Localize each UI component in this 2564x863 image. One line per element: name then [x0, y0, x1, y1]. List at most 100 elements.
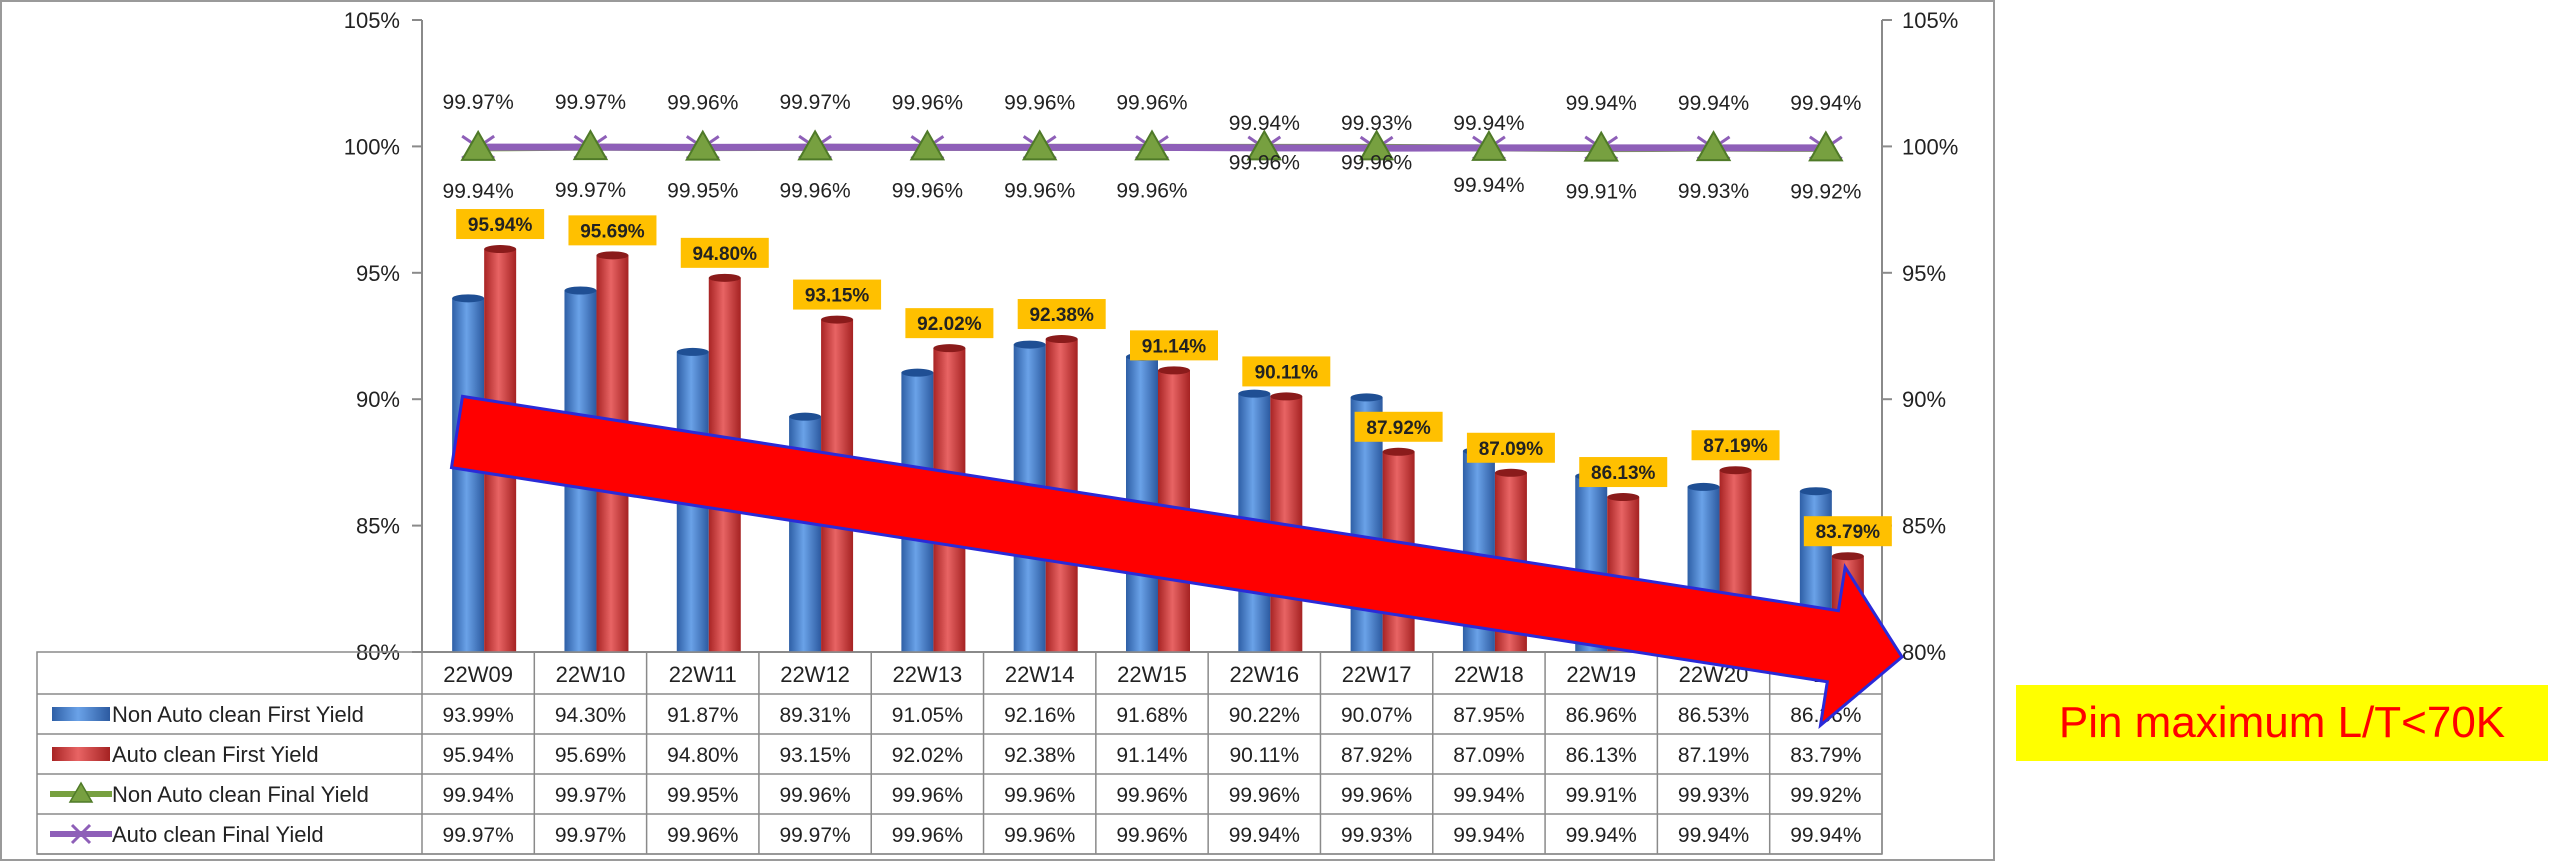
bar-auto-first-cap: [596, 251, 629, 260]
x-tick-label: 22W16: [1229, 662, 1299, 687]
marker-non-auto-final: [1471, 129, 1507, 161]
table-cell: 99.97%: [443, 824, 514, 847]
data-label-auto-final: 99.97%: [443, 91, 514, 114]
bar-auto-first-cap: [1719, 466, 1752, 475]
data-label-auto-first: 95.94%: [468, 215, 533, 236]
data-label-non-auto-final: 99.92%: [1790, 180, 1861, 203]
table-cell: 93.99%: [443, 704, 514, 727]
data-label-bg: [1691, 430, 1780, 461]
table-cell: 99.96%: [779, 784, 850, 807]
x-tick-label: 22W10: [556, 662, 626, 687]
bar-auto-first-cap: [484, 245, 517, 254]
table-cell: 99.96%: [667, 824, 738, 847]
bar-non-auto-first: [452, 298, 485, 652]
legend-entry: Non Auto clean First Yield: [112, 702, 364, 727]
data-label-non-auto-final: 99.96%: [1116, 179, 1187, 202]
table-cell: 99.95%: [667, 784, 738, 807]
data-label-non-auto-final: 99.97%: [555, 179, 626, 202]
x-tick-label: 22W19: [1566, 662, 1636, 687]
table-cell: 86.13%: [1566, 744, 1637, 767]
data-label-non-auto-final: 99.94%: [443, 180, 514, 203]
y-tick-label-right: 85%: [1902, 514, 1946, 539]
bar-non-auto-first-cap: [789, 412, 822, 421]
legend-key-marker: [68, 781, 94, 803]
legend-key-bar: [52, 707, 110, 721]
table-cell: 92.02%: [892, 744, 963, 767]
data-label-bg: [1466, 432, 1555, 463]
bar-non-auto-first-cap: [452, 294, 485, 303]
data-label-auto-first: 93.15%: [805, 286, 870, 307]
table-cell: 99.91%: [1566, 784, 1637, 807]
table-cell: 89.31%: [779, 704, 850, 727]
data-label-auto-final: 99.94%: [1678, 92, 1749, 115]
table-cell: 99.92%: [1790, 784, 1861, 807]
data-label-non-auto-final: 99.91%: [1566, 181, 1637, 204]
table-cell: 91.68%: [1116, 704, 1187, 727]
table-cell: 99.97%: [779, 824, 850, 847]
table-cell: 99.94%: [1453, 784, 1524, 807]
x-tick-label: 22W09: [443, 662, 513, 687]
table-cell: 90.07%: [1341, 704, 1412, 727]
data-label-non-auto-final: 99.96%: [892, 179, 963, 202]
bar-non-auto-first-cap: [564, 286, 597, 295]
data-label-bg: [1354, 411, 1443, 442]
data-label-auto-final: 99.94%: [1453, 112, 1524, 135]
chart-frame: 80% 80% 85% 85% 90% 90% 95% 95% 100% 100% 105% 105%…: [0, 0, 1995, 861]
table-cell: 99.96%: [1116, 824, 1187, 847]
y-tick-label-left: 95%: [356, 261, 400, 286]
bar-auto-first-cap: [1607, 493, 1640, 502]
table-cell: 99.96%: [1341, 784, 1412, 807]
table-cell: 95.69%: [555, 744, 626, 767]
bar-non-auto-first-cap: [1013, 340, 1046, 349]
x-tick-label: 22W15: [1117, 662, 1187, 687]
x-tick-label: 22W14: [1005, 662, 1075, 687]
table-cell: 90.11%: [1229, 744, 1299, 767]
table-cell: 99.96%: [1004, 784, 1075, 807]
table-cell: 99.96%: [892, 824, 963, 847]
x-tick-label: 22W17: [1342, 662, 1412, 687]
bar-auto-first-cap: [1045, 335, 1078, 344]
table-cell: 91.14%: [1116, 744, 1187, 767]
marker-non-auto-final: [909, 129, 946, 161]
marker-non-auto-final: [797, 129, 833, 161]
table-cell: 94.30%: [555, 704, 626, 727]
data-label-bg: [456, 209, 545, 240]
y-tick-label-right: 105%: [1902, 8, 1958, 33]
legend-entry: Auto clean First Yield: [112, 742, 319, 767]
y-tick-label-right: 100%: [1902, 134, 1958, 159]
data-label-auto-final: 99.96%: [1116, 91, 1187, 114]
data-label-auto-first: 95.69%: [580, 221, 645, 242]
x-tick-label: 22W11: [669, 662, 737, 687]
table-cell: 86.96%: [1566, 704, 1637, 727]
data-label-auto-first: 92.38%: [1029, 305, 1094, 326]
data-label-auto-final: 99.94%: [1566, 92, 1637, 115]
table-cell: 99.94%: [443, 784, 514, 807]
data-label-auto-final: 99.97%: [779, 91, 850, 114]
data-label-auto-final: 99.94%: [1790, 92, 1861, 115]
data-label-auto-final: 99.97%: [555, 91, 626, 114]
table-cell: 99.94%: [1790, 824, 1861, 847]
x-tick-label: 22W12: [780, 662, 850, 687]
y-tick-label-left: 85%: [356, 514, 400, 539]
marker-non-auto-final: [1358, 129, 1395, 161]
legend-entry: Auto clean Final Yield: [112, 822, 324, 847]
table-cell: 93.15%: [779, 744, 850, 767]
table-cell: 86.53%: [1678, 704, 1749, 727]
bar-non-auto-first-cap: [1799, 487, 1832, 496]
bar-auto-first-cap: [821, 315, 854, 324]
data-label-auto-first: 87.09%: [1479, 439, 1544, 460]
table-cell: 99.96%: [1229, 784, 1300, 807]
bar-auto-first-cap: [1382, 447, 1415, 456]
data-label-bg: [1130, 330, 1218, 361]
table-cell: 91.87%: [667, 704, 738, 727]
yield-chart: 80% 80%85% 85%90% 90%95% 95%100% 100%105% 105%…: [36, 8, 1958, 855]
marker-non-auto-final: [1583, 130, 1619, 162]
data-label-auto-first: 83.79%: [1816, 522, 1881, 543]
table-cell: 99.94%: [1453, 824, 1524, 847]
data-label-bg: [1017, 299, 1106, 330]
data-label-bg: [1242, 356, 1331, 387]
table-cell: 99.94%: [1678, 824, 1749, 847]
data-label-auto-first: 90.11%: [1255, 362, 1318, 383]
bar-non-auto-first-cap: [1687, 482, 1720, 491]
data-label-bg: [793, 279, 882, 310]
